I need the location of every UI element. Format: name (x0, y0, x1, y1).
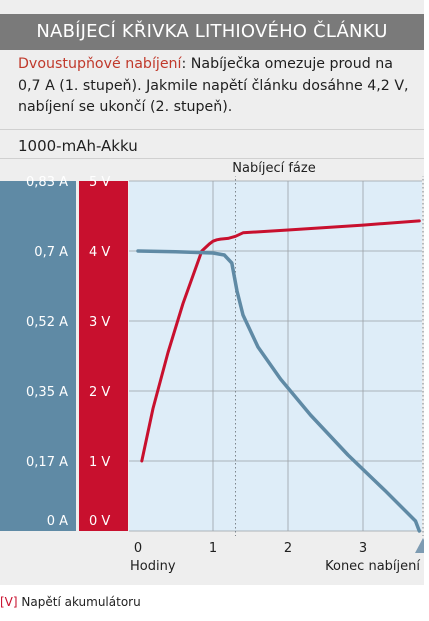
chart-title: 1000-mAh-Akku (18, 137, 138, 155)
current-tick-label: 0,17 A (26, 455, 68, 470)
x-end-label: Konec nabíjení (325, 559, 420, 574)
current-axis-band (0, 181, 76, 531)
voltage-tick-label: 2 V (89, 385, 110, 400)
current-tick-label: 0,83 A (26, 176, 68, 190)
x-tick-label: 0 (134, 541, 142, 556)
legend-key: [V] (0, 595, 18, 609)
plot-area (129, 181, 422, 531)
x-tick-label: 3 (359, 541, 367, 556)
chart-title-bar: NABÍJECÍ KŘIVKA LITHIOVÉHO ČLÁNKU (0, 14, 424, 50)
legend-label: Napětí akumulátoru (21, 595, 140, 609)
separator (0, 158, 424, 159)
voltage-tick-label: 5 V (89, 176, 110, 190)
voltage-axis-band (79, 181, 128, 531)
current-tick-label: 0,7 A (34, 245, 68, 260)
x-tick-label: 1 (209, 541, 217, 556)
description-highlight: Dvoustupňové nabíjení (18, 56, 182, 72)
separator (0, 129, 424, 130)
charging-chart: 0 A 0,17 A 0,35 A 0,52 A 0,7 A 0,83 A 0 V 1 V 2 … (0, 176, 424, 578)
voltage-tick-label: 3 V (89, 315, 110, 330)
voltage-tick-label: 1 V (89, 455, 110, 470)
voltage-tick-label: 0 V (89, 514, 110, 529)
x-tick-label: 2 (284, 541, 292, 556)
legend: [V] Napětí akumulátoru (0, 595, 141, 609)
current-tick-label: 0 A (47, 514, 68, 529)
description: Dvoustupňové nabíjení: Nabíječka omezuje… (18, 54, 418, 119)
x-axis-title: Hodiny (130, 559, 176, 574)
voltage-tick-label: 4 V (89, 245, 110, 260)
current-tick-label: 0,52 A (26, 315, 68, 330)
current-tick-label: 0,35 A (26, 385, 68, 400)
end-of-charge-marker (415, 538, 424, 553)
phase-label: Nabíjecí fáze (128, 161, 420, 176)
